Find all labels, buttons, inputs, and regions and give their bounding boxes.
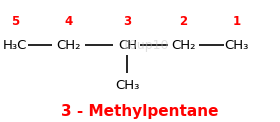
Text: 1: 1 (232, 15, 241, 28)
Text: 4: 4 (64, 15, 73, 28)
Text: CH₂: CH₂ (171, 39, 196, 52)
Text: 2: 2 (179, 15, 188, 28)
Text: 3 - Methylpentane: 3 - Methylpentane (61, 104, 219, 118)
Text: 10up10: 10up10 (122, 39, 169, 52)
Text: 3: 3 (123, 15, 132, 28)
Text: CH₃: CH₃ (224, 39, 249, 52)
Text: CH₂: CH₂ (56, 39, 81, 52)
Text: CH₃: CH₃ (115, 79, 140, 92)
Text: 5: 5 (11, 15, 20, 28)
Text: H₃C: H₃C (3, 39, 28, 52)
Text: CH: CH (118, 39, 137, 52)
